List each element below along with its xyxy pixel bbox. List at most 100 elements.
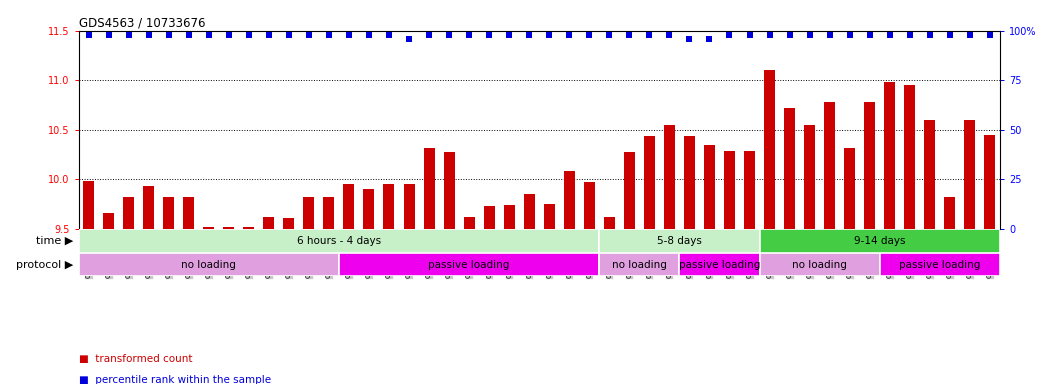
Point bbox=[981, 31, 998, 38]
Text: no loading: no loading bbox=[611, 260, 667, 270]
Point bbox=[281, 31, 297, 38]
Point bbox=[901, 31, 918, 38]
Bar bbox=[984, 135, 996, 229]
Point bbox=[741, 31, 758, 38]
Bar bbox=[599, 253, 680, 276]
Bar bbox=[624, 152, 634, 229]
Bar bbox=[79, 229, 599, 253]
Point bbox=[320, 31, 337, 38]
Point bbox=[401, 36, 418, 42]
Point bbox=[220, 31, 237, 38]
Point bbox=[621, 31, 638, 38]
Bar bbox=[504, 205, 515, 229]
Bar bbox=[163, 197, 174, 229]
Text: 9-14 days: 9-14 days bbox=[854, 236, 906, 246]
Text: time ▶: time ▶ bbox=[36, 236, 73, 246]
Bar bbox=[864, 102, 875, 229]
Point bbox=[781, 31, 798, 38]
Bar bbox=[243, 227, 254, 229]
Bar bbox=[543, 204, 555, 229]
Point bbox=[761, 31, 778, 38]
Point bbox=[261, 31, 277, 38]
Point bbox=[520, 31, 537, 38]
Text: no loading: no loading bbox=[793, 260, 847, 270]
Bar bbox=[599, 229, 759, 253]
Bar bbox=[284, 218, 294, 229]
Text: passive loading: passive loading bbox=[428, 260, 510, 270]
Bar bbox=[124, 197, 134, 229]
Bar bbox=[704, 145, 715, 229]
Point bbox=[941, 31, 958, 38]
Text: 5-8 days: 5-8 days bbox=[656, 236, 701, 246]
Bar bbox=[584, 182, 595, 229]
Bar bbox=[304, 197, 314, 229]
Point bbox=[681, 36, 697, 42]
Bar bbox=[563, 171, 575, 229]
Bar bbox=[664, 125, 675, 229]
Bar bbox=[804, 125, 816, 229]
Bar bbox=[784, 108, 795, 229]
Bar bbox=[464, 217, 474, 229]
Text: GDS4563 / 10733676: GDS4563 / 10733676 bbox=[79, 17, 205, 30]
Bar bbox=[723, 151, 735, 229]
Text: protocol ▶: protocol ▶ bbox=[16, 260, 73, 270]
Point bbox=[241, 31, 258, 38]
Bar bbox=[680, 253, 759, 276]
Point bbox=[101, 31, 117, 38]
Point bbox=[561, 31, 578, 38]
Bar bbox=[885, 82, 895, 229]
Point bbox=[421, 31, 438, 38]
Bar bbox=[844, 148, 855, 229]
Point bbox=[300, 31, 317, 38]
Point bbox=[862, 31, 878, 38]
Point bbox=[842, 31, 859, 38]
Point bbox=[481, 31, 497, 38]
Point bbox=[381, 31, 398, 38]
Point bbox=[180, 31, 197, 38]
Bar bbox=[143, 186, 154, 229]
Bar bbox=[79, 253, 339, 276]
Bar bbox=[964, 120, 976, 229]
Bar bbox=[339, 253, 599, 276]
Bar bbox=[444, 152, 454, 229]
Point bbox=[160, 31, 177, 38]
Point bbox=[821, 31, 838, 38]
Bar bbox=[759, 229, 1000, 253]
Point bbox=[541, 31, 558, 38]
Bar bbox=[363, 189, 375, 229]
Point bbox=[961, 31, 978, 38]
Bar bbox=[263, 217, 274, 229]
Text: no loading: no loading bbox=[181, 260, 237, 270]
Bar bbox=[905, 85, 915, 229]
Bar bbox=[343, 184, 355, 229]
Bar bbox=[644, 136, 654, 229]
Bar bbox=[324, 197, 334, 229]
Point bbox=[882, 31, 898, 38]
Bar bbox=[604, 217, 615, 229]
Point bbox=[360, 31, 377, 38]
Bar bbox=[879, 253, 1000, 276]
Bar bbox=[424, 148, 435, 229]
Bar bbox=[524, 194, 535, 229]
Point bbox=[661, 31, 677, 38]
Bar bbox=[103, 213, 114, 229]
Bar bbox=[764, 70, 775, 229]
Point bbox=[461, 31, 477, 38]
Point bbox=[601, 31, 618, 38]
Point bbox=[701, 36, 718, 42]
Bar bbox=[83, 181, 94, 229]
Bar bbox=[759, 253, 879, 276]
Bar bbox=[944, 197, 955, 229]
Point bbox=[200, 31, 217, 38]
Point bbox=[120, 31, 137, 38]
Bar bbox=[684, 136, 695, 229]
Text: ■  percentile rank within the sample: ■ percentile rank within the sample bbox=[79, 375, 271, 384]
Point bbox=[140, 31, 157, 38]
Point bbox=[921, 31, 938, 38]
Point bbox=[721, 31, 738, 38]
Bar bbox=[223, 227, 235, 229]
Point bbox=[581, 31, 598, 38]
Bar bbox=[383, 184, 395, 229]
Text: passive loading: passive loading bbox=[899, 260, 980, 270]
Bar bbox=[925, 120, 935, 229]
